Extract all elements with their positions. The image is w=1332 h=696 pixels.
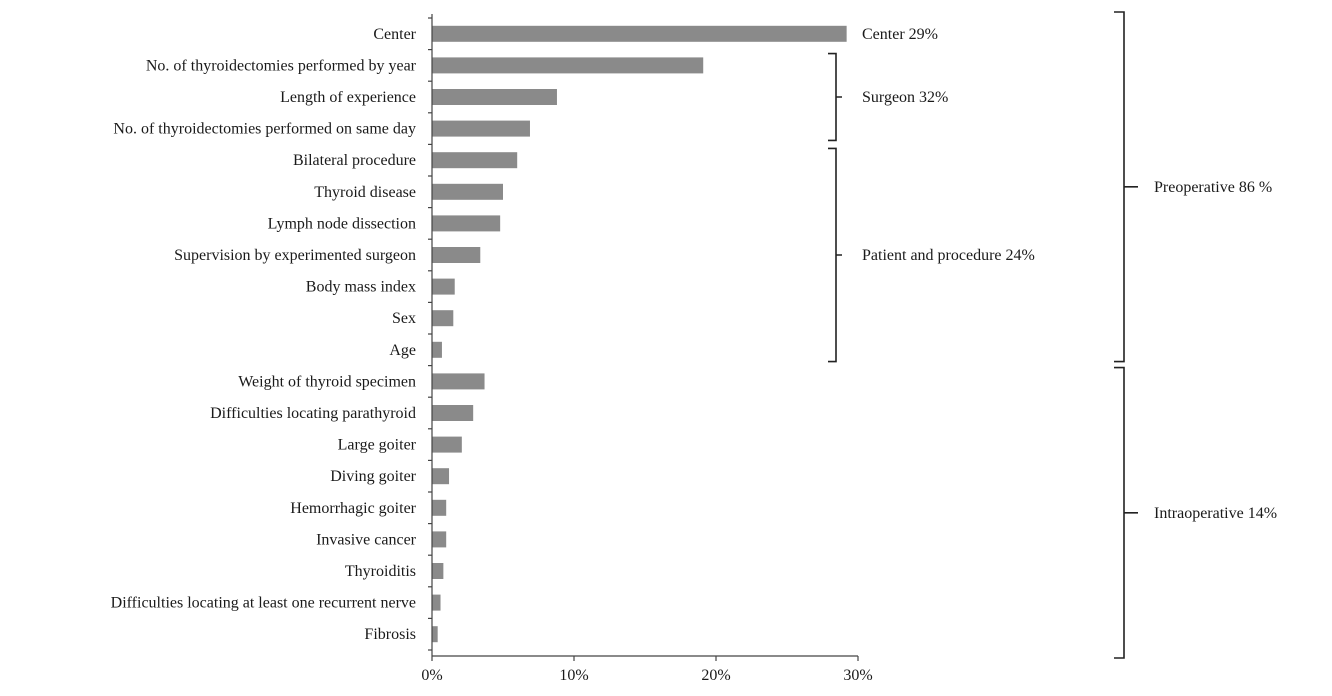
bar: [432, 310, 454, 327]
category-label: Supervision by experimented surgeon: [174, 247, 416, 264]
bar: [432, 405, 474, 421]
x-tick-label: 0%: [421, 667, 442, 684]
category-label: Center: [373, 26, 416, 43]
category-label: Difficulties locating parathyroid: [210, 405, 416, 422]
x-tick-label: 30%: [843, 667, 872, 684]
bar: [432, 626, 438, 643]
bar: [432, 183, 503, 200]
category-label: Length of experience: [280, 89, 416, 106]
bar: [432, 57, 704, 74]
bar: [432, 152, 518, 169]
category-label: Bilateral procedure: [293, 152, 416, 169]
category-label: No. of thyroidectomies performed by year: [146, 57, 417, 74]
category-label: Diving goiter: [330, 468, 416, 485]
bar: [432, 563, 444, 579]
bar: [432, 247, 481, 263]
category-label: Thyroid disease: [314, 184, 416, 201]
group-bracket: [828, 147, 842, 363]
x-tick-label: 10%: [559, 667, 588, 684]
bar: [432, 436, 462, 453]
bar: [432, 25, 847, 42]
category-label-outer: Intraoperative 14%: [1154, 505, 1277, 522]
bar: [432, 499, 447, 516]
category-label: Weight of thyroid specimen: [238, 373, 416, 390]
bar: [432, 341, 442, 358]
bar: [432, 373, 485, 390]
category-label-outer: Preoperative 86 %: [1154, 179, 1272, 196]
x-tick-label: 20%: [701, 667, 730, 684]
category-label: Invasive cancer: [316, 531, 417, 548]
category-label: Body mass index: [306, 279, 416, 296]
category-label: Thyroiditis: [345, 563, 416, 580]
category-label: Large goiter: [338, 437, 417, 454]
category-label: Age: [389, 342, 416, 359]
bar: [432, 120, 530, 137]
category-label: Sex: [392, 310, 416, 327]
category-bracket: [1114, 11, 1138, 363]
bar: [432, 278, 455, 295]
category-label: Difficulties locating at least one recur…: [111, 595, 416, 612]
category-label: No. of thyroidectomies performed on same…: [113, 121, 416, 138]
bar: [432, 594, 441, 611]
category-label: Fibrosis: [364, 626, 416, 643]
bar: [432, 531, 447, 548]
group-label: Center 29%: [862, 26, 938, 43]
group-label: Patient and procedure 24%: [862, 247, 1035, 264]
group-label: Surgeon 32%: [862, 89, 948, 106]
bar: [432, 215, 501, 232]
category-label: Lymph node dissection: [268, 215, 416, 232]
category-label: Hemorrhagic goiter: [290, 500, 416, 517]
category-bracket: [1114, 366, 1138, 659]
group-bracket: [828, 52, 842, 142]
bar: [432, 89, 557, 105]
bar: [432, 468, 450, 485]
